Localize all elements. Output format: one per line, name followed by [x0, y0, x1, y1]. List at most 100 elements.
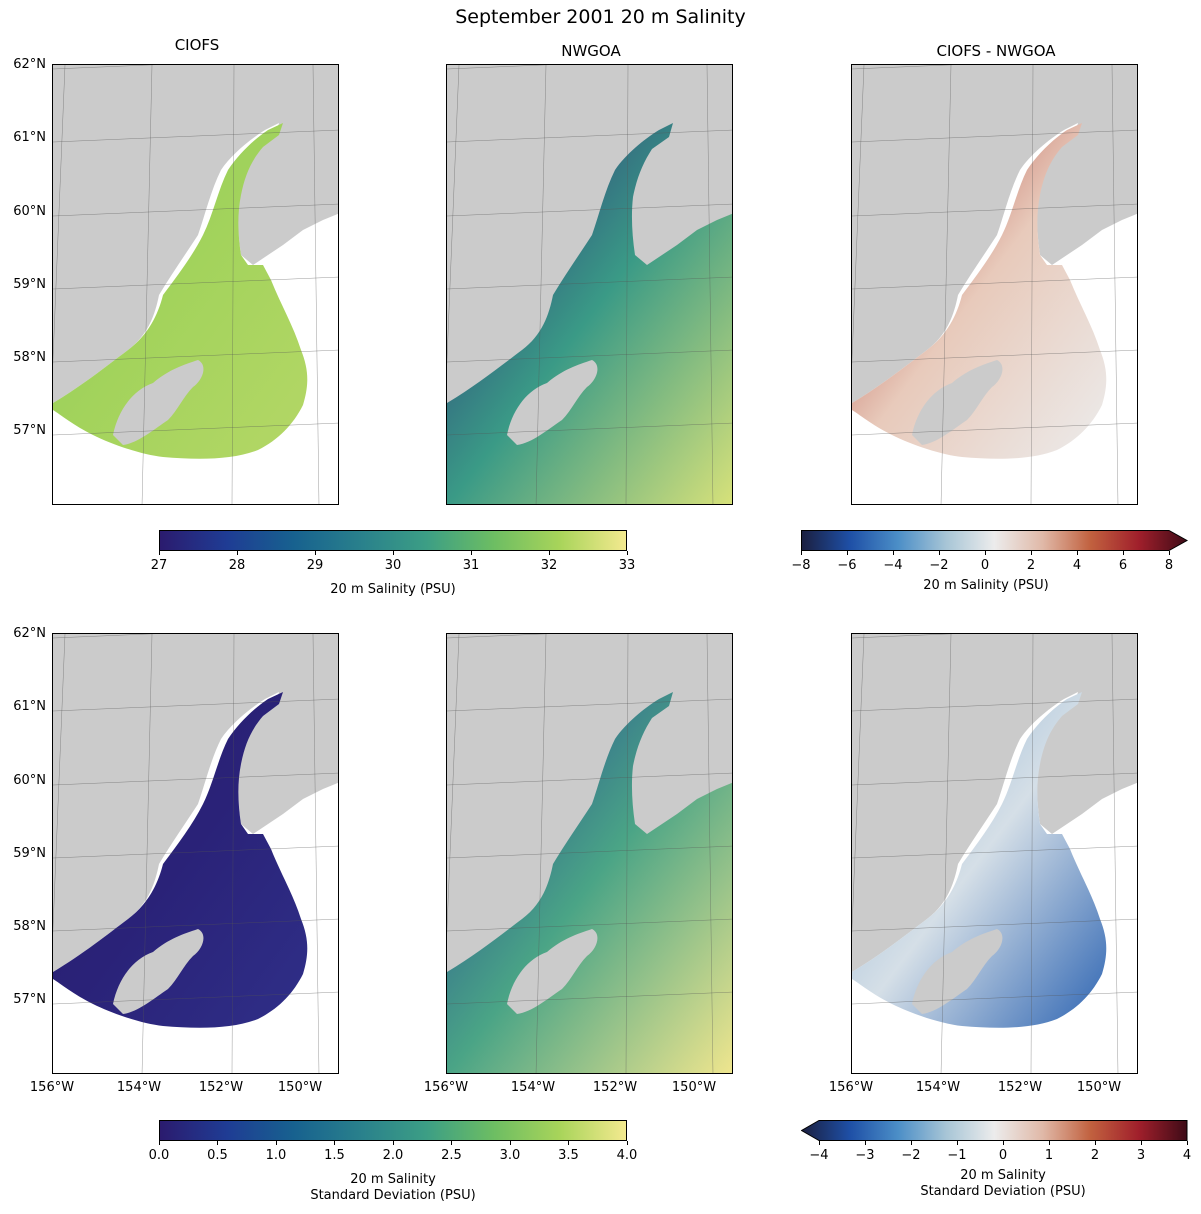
map-panel-ciofs-std — [52, 633, 339, 1074]
latitude-gridline — [447, 349, 732, 363]
latitude-gridline — [852, 991, 1137, 1005]
latitude-gridline — [852, 634, 954, 639]
lat-label-58n: 58°N — [13, 350, 46, 365]
lat-label-60n: 60°N — [13, 773, 46, 788]
colorbar-tick-mark — [956, 1141, 958, 1145]
latitude-gridline — [53, 349, 338, 363]
lat-label-59n: 59°N — [13, 277, 46, 292]
colorbar-tick-label: −2 — [901, 1148, 921, 1163]
latitude-gridline — [53, 634, 155, 639]
colorbar-tick-label: 30 — [384, 558, 402, 573]
latitude-gridline — [447, 65, 549, 70]
latitude-gridline — [53, 129, 338, 143]
latitude-gridline — [447, 203, 732, 217]
lat-label-62n: 62°N — [13, 57, 46, 72]
colorbar-tick-label: 2.0 — [382, 1148, 404, 1163]
colorbar-tick-mark — [392, 551, 394, 555]
colorbar-salinity-diff — [801, 530, 1189, 551]
colorbar-tick-label: 1.0 — [265, 1148, 287, 1163]
colorbar-tick-mark — [626, 551, 628, 555]
land-mass — [852, 634, 1137, 972]
longitude-gridline — [625, 65, 629, 504]
colorbar-tick-mark — [334, 1141, 335, 1145]
colorbar-tick-label: 4 — [1182, 1148, 1192, 1163]
colorbar-tick-label: 31 — [462, 558, 480, 573]
colorbar-tick-label: −4 — [809, 1148, 829, 1163]
latitude-gridline — [53, 845, 338, 859]
latitude-gridline — [852, 422, 1137, 436]
map-diff-std — [852, 634, 1137, 1073]
colorbar-salinity-diff-label: 20 m Salinity (PSU) — [923, 578, 1049, 593]
colorbar-tick-mark — [864, 1141, 866, 1145]
colorbar-tick-label: −1 — [947, 1148, 967, 1163]
longitude-gridline — [706, 65, 714, 504]
model-field — [852, 123, 1107, 459]
lat-label-58n: 58°N — [13, 919, 46, 934]
longitude-gridline — [141, 634, 153, 1073]
latitude-gridline — [852, 276, 1137, 290]
colorbar-tick-label: 28 — [228, 558, 246, 573]
colorbar-tick-mark — [1094, 1141, 1096, 1145]
longitude-gridline — [53, 634, 66, 935]
colorbar-tick-mark — [158, 1141, 160, 1145]
column-title-diff: CIOFS - NWGOA — [936, 42, 1056, 60]
longitude-gridline — [141, 65, 153, 504]
lat-label-57n: 57°N — [13, 992, 46, 1007]
latitude-gridline — [53, 276, 338, 290]
figure-title: September 2001 20 m Salinity — [455, 6, 746, 28]
latitude-gridline — [447, 772, 732, 786]
colorbar-gradient — [800, 1120, 1188, 1141]
colorbar-tick-label: 1 — [1044, 1148, 1054, 1163]
colorbar-salinity-label: 20 m Salinity (PSU) — [330, 582, 456, 597]
lon-label-154w: 154°W — [510, 1080, 556, 1095]
colorbar-tick-mark — [470, 551, 472, 555]
colorbar-tick-mark — [984, 551, 986, 555]
longitude-gridline — [1111, 65, 1119, 504]
colorbar-tick-mark — [158, 551, 160, 555]
latitude-gridline — [447, 422, 732, 436]
colorbar-tick-mark — [1122, 551, 1124, 555]
colorbar-tick-mark — [938, 551, 940, 555]
lat-label-57n: 57°N — [13, 423, 46, 438]
colorbar-tick-mark — [314, 551, 316, 555]
land-mass — [852, 65, 1137, 403]
lon-label-156w: 156°W — [29, 1080, 75, 1095]
colorbar-tick-label: −3 — [855, 1148, 875, 1163]
lat-label-61n: 61°N — [13, 130, 46, 145]
colorbar-tick-label: 6 — [1118, 558, 1128, 573]
longitude-gridline — [852, 634, 865, 935]
latitude-gridline — [852, 698, 1137, 712]
kodiak-island — [912, 929, 1003, 1014]
kodiak-island — [113, 929, 204, 1014]
latitude-gridline — [447, 991, 732, 1005]
colorbar-tick-mark — [626, 1141, 628, 1145]
map-panel-ciofs-mean — [52, 64, 339, 505]
lon-label-150w: 150°W — [277, 1080, 323, 1095]
colorbar-tick-mark — [548, 551, 550, 555]
colorbar-tick-mark — [1076, 551, 1078, 555]
lat-label-61n: 61°N — [13, 699, 46, 714]
longitude-gridline — [625, 634, 629, 1073]
colorbar-std-diff-label: 20 m Salinity Standard Deviation (PSU) — [818, 1168, 1188, 1200]
longitude-gridline — [535, 65, 547, 504]
kodiak-island — [912, 360, 1003, 445]
lon-label-154w: 154°W — [915, 1080, 961, 1095]
latitude-gridline — [53, 698, 338, 712]
lon-label-154w: 154°W — [116, 1080, 162, 1095]
colorbar-tick-label: 2 — [1090, 1148, 1100, 1163]
longitude-gridline — [1111, 634, 1119, 1073]
colorbar-tick-label: 29 — [306, 558, 324, 573]
colorbar-tick-mark — [800, 551, 802, 555]
colorbar-tick-label: 2 — [1026, 558, 1036, 573]
longitude-gridline — [231, 634, 235, 1073]
colorbar-std — [159, 1120, 627, 1141]
map-panel-nwgoa-mean — [446, 64, 733, 505]
longitude-gridline — [231, 65, 235, 504]
colorbar-tick-label: 0 — [980, 558, 990, 573]
colorbar-std-label: 20 m Salinity Standard Deviation (PSU) — [159, 1172, 627, 1204]
latitude-gridline — [447, 634, 549, 639]
colorbar-salinity — [159, 530, 627, 551]
land-mass — [53, 634, 338, 972]
latitude-gridline — [852, 772, 1137, 786]
colorbar-tick-mark — [892, 551, 894, 555]
